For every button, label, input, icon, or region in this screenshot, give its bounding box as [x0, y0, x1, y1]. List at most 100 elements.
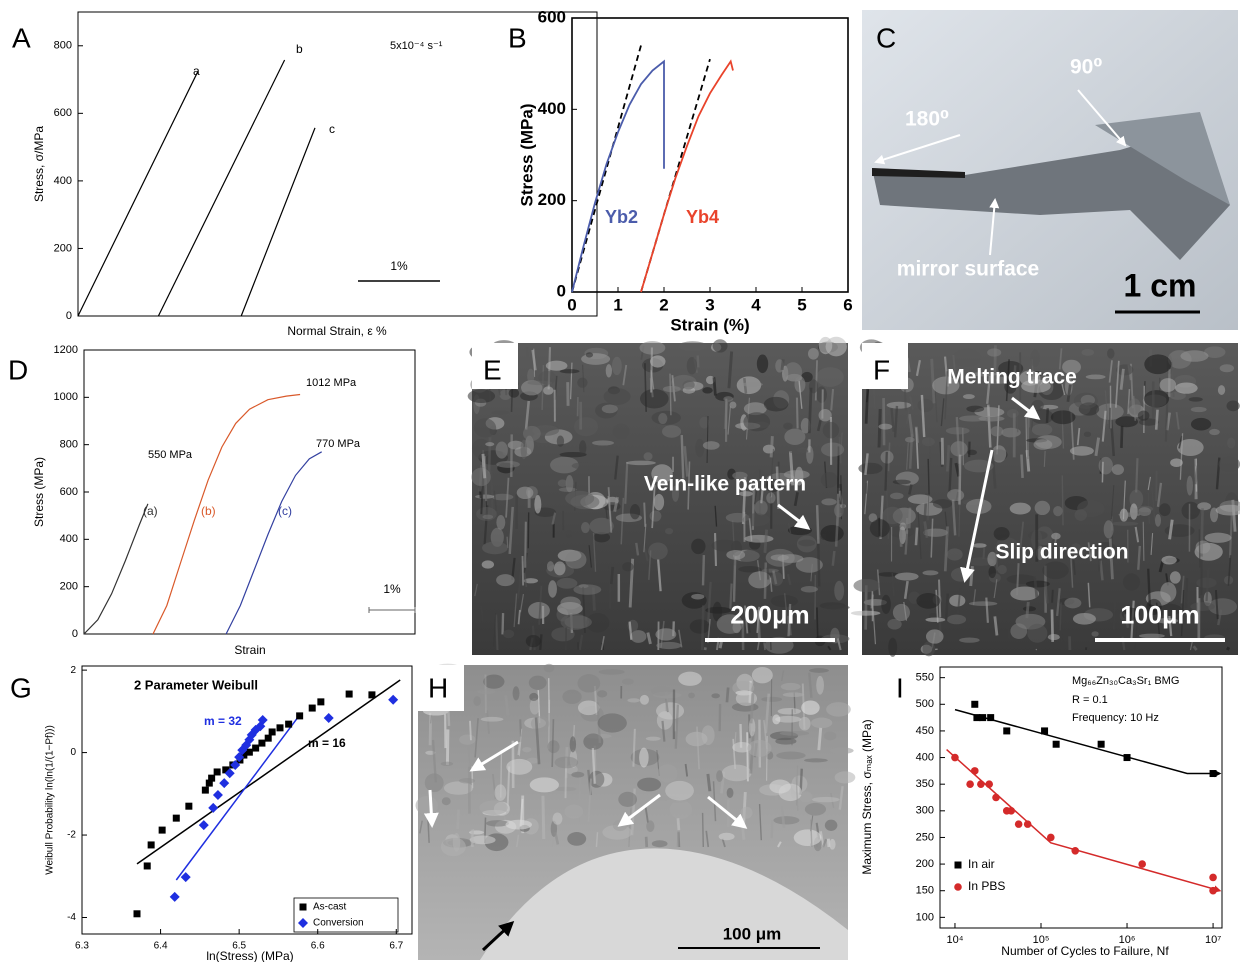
texture-blob	[756, 354, 769, 374]
texture-blob	[1006, 408, 1019, 418]
texture-streak	[480, 605, 484, 622]
texture-streak	[1142, 521, 1145, 561]
texture-blob	[1174, 382, 1198, 394]
texture-streak	[819, 831, 825, 848]
texture-blob	[946, 548, 963, 561]
chart-panel: 100 150 200 250 300 350 400 450 500 550 10⁴ 10⁵ 10⁶ 1…	[860, 666, 1223, 958]
texture-blob	[820, 533, 827, 540]
texture-streak	[760, 481, 765, 504]
texture-streak	[817, 727, 823, 751]
y-tick-label: 150	[916, 885, 934, 897]
texture-blob	[783, 422, 793, 430]
series-label: a	[193, 64, 200, 78]
texture-streak	[944, 593, 949, 621]
x-axis-label: Number of Cycles to Failure, Nf	[1001, 944, 1169, 958]
texture-blob	[551, 627, 575, 642]
marker	[169, 891, 180, 902]
texture-streak	[905, 409, 910, 424]
texture-blob	[559, 369, 580, 374]
marker	[208, 774, 216, 782]
texture-streak	[676, 818, 681, 831]
texture-blob	[467, 389, 496, 404]
texture-blob	[747, 739, 772, 757]
texture-streak	[707, 581, 712, 625]
specimen-edge	[872, 168, 965, 178]
texture-streak	[1087, 542, 1092, 562]
texture-blob	[415, 796, 439, 815]
texture-streak	[903, 389, 907, 411]
texture-streak	[1132, 395, 1137, 421]
series-label: Yb4	[686, 207, 719, 227]
marker	[1007, 807, 1015, 815]
texture-blob	[881, 594, 891, 614]
texture-blob	[443, 781, 474, 795]
texture-streak	[1108, 538, 1114, 580]
y-tick-label: 600	[60, 486, 78, 498]
texture-blob	[1103, 520, 1114, 539]
texture-blob	[863, 598, 887, 606]
texture-blob	[1138, 633, 1165, 639]
texture-streak	[518, 728, 523, 757]
texture-blob	[571, 462, 597, 470]
texture-blob	[552, 812, 563, 825]
texture-blob	[627, 698, 641, 703]
texture-streak	[807, 387, 813, 434]
texture-streak	[1184, 578, 1189, 609]
marker	[143, 862, 151, 870]
texture-streak	[780, 359, 785, 371]
texture-streak	[678, 629, 683, 648]
x-tick-label: 2	[659, 295, 668, 314]
texture-blob	[593, 532, 611, 543]
fit-line	[136, 679, 401, 865]
texture-streak	[1101, 410, 1107, 442]
texture-blob	[1204, 532, 1232, 543]
texture-streak	[680, 435, 685, 479]
panel-letters: A B C D E F G H I	[8, 22, 904, 703]
annotation: 1012 MPa	[306, 377, 357, 389]
texture-blob	[669, 800, 693, 820]
panel-letter: E	[483, 354, 502, 385]
texture-streak	[1150, 533, 1154, 555]
texture-blob	[754, 500, 768, 516]
arrow	[481, 920, 515, 952]
series-line	[152, 393, 301, 635]
texture-streak	[706, 773, 712, 792]
texture-blob	[1226, 400, 1240, 412]
texture-streak	[836, 638, 842, 651]
y-axis-label: Stress (MPa)	[517, 104, 536, 207]
panel-letter: H	[428, 672, 448, 703]
texture-streak	[696, 726, 700, 770]
texture-blob	[1159, 378, 1177, 393]
texture-blob	[548, 580, 557, 598]
texture-streak	[592, 532, 597, 572]
texture-streak	[1066, 384, 1072, 403]
texture-streak	[903, 580, 909, 599]
texture-streak	[951, 499, 957, 536]
texture-blob	[978, 415, 1005, 422]
texture-blob	[688, 692, 695, 699]
texture-streak	[1054, 533, 1058, 545]
texture-blob	[723, 396, 734, 402]
annotation: 770 MPa	[316, 438, 361, 450]
texture-blob	[691, 538, 706, 555]
texture-blob	[506, 758, 533, 775]
marker	[1052, 740, 1060, 748]
texture-blob	[1069, 446, 1094, 456]
texture-streak	[541, 795, 546, 840]
y-tick-label: -2	[67, 830, 76, 841]
marker	[977, 780, 985, 788]
y-tick-label: 200	[916, 858, 934, 870]
texture-streak	[729, 583, 733, 609]
texture-streak	[1099, 560, 1104, 581]
texture-blob	[653, 493, 665, 511]
texture-streak	[769, 436, 774, 458]
texture-streak	[747, 618, 751, 633]
texture-blob	[729, 401, 737, 409]
texture-streak	[969, 565, 974, 587]
plot-frame	[83, 349, 416, 635]
texture-blob	[972, 543, 987, 548]
texture-blob	[1004, 379, 1017, 394]
texture-streak	[1225, 646, 1231, 651]
texture-streak	[725, 687, 730, 703]
texture-streak	[1007, 626, 1011, 640]
